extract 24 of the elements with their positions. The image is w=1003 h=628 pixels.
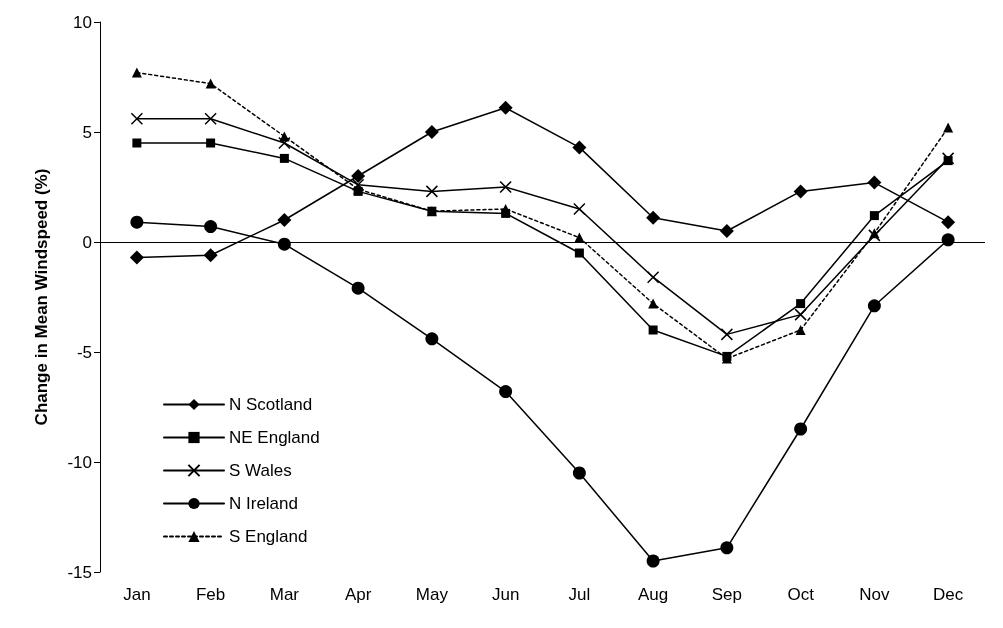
x-tick-label: Jun	[491, 585, 520, 604]
x-tick-label: May	[415, 585, 449, 604]
legend-label: NE England	[229, 428, 320, 447]
legend-label: S England	[229, 527, 308, 546]
y-tick-label: -15	[67, 562, 92, 582]
y-tick-label: -10	[67, 452, 92, 472]
x-tick-label: Sep	[711, 585, 742, 604]
x-tick-label: Feb	[195, 585, 226, 604]
y-tick-label: 10	[73, 12, 92, 32]
y-tick-label: 0	[82, 232, 92, 252]
y-axis-title: Change in Mean Windspeed (%)	[32, 168, 51, 426]
y-tick-label: 5	[82, 122, 92, 142]
legend-label: N Ireland	[229, 494, 298, 513]
x-tick-label: Dec	[933, 585, 964, 604]
x-tick-label: Apr	[344, 585, 372, 604]
x-tick-label: Jan	[123, 585, 151, 604]
legend-label: N Scotland	[229, 395, 313, 414]
x-tick-label: Oct	[787, 585, 815, 604]
x-tick-label: Nov	[859, 585, 890, 604]
x-tick-label: Jul	[568, 585, 591, 604]
x-tick-label: Aug	[638, 585, 669, 604]
legend-label: S Wales	[229, 461, 292, 480]
x-tick-label: Mar	[269, 585, 300, 604]
y-tick-label: -5	[76, 342, 92, 362]
